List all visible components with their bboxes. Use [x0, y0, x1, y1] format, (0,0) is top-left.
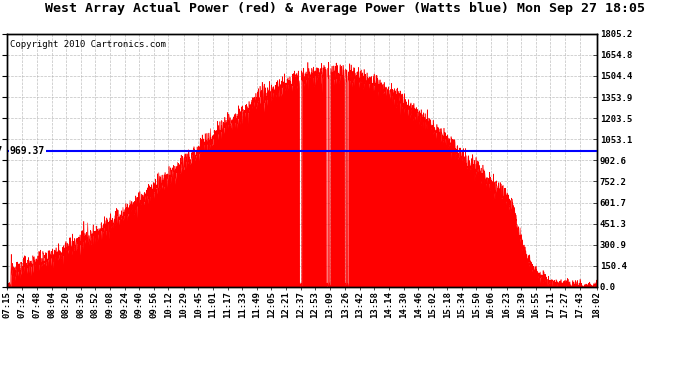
Text: West Array Actual Power (red) & Average Power (Watts blue) Mon Sep 27 18:05: West Array Actual Power (red) & Average … — [45, 2, 645, 15]
Text: 969.37: 969.37 — [10, 146, 45, 156]
Text: Copyright 2010 Cartronics.com: Copyright 2010 Cartronics.com — [10, 40, 166, 49]
Text: 969.37: 969.37 — [0, 146, 3, 156]
